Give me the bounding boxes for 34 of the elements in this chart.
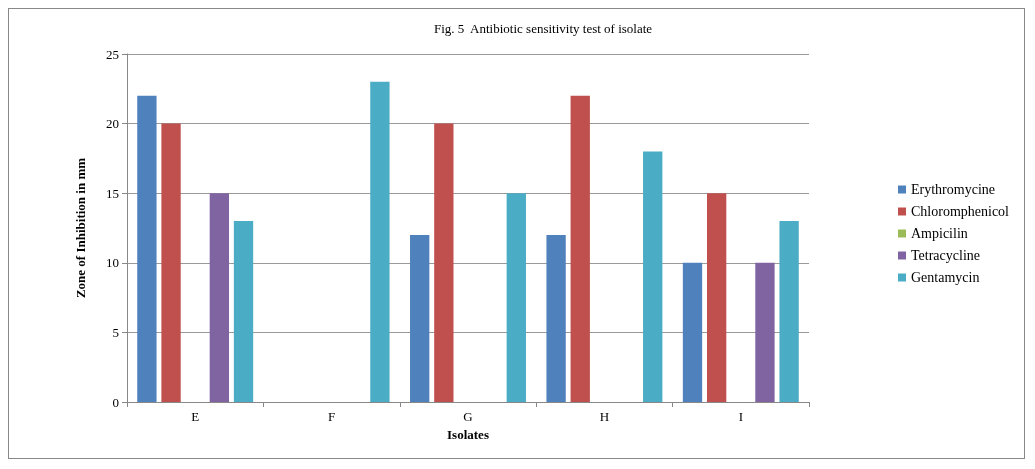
- bar: [506, 193, 526, 402]
- chart-title: Fig. 5 Antibiotic sensitivity test of isolate: [434, 21, 653, 36]
- y-tick-label: 0: [112, 394, 119, 410]
- bar: [233, 221, 254, 402]
- legend-label: Tetracycline: [911, 248, 980, 263]
- y-axis-title: Zone of Inhibition in mm: [73, 157, 88, 299]
- bar: [434, 123, 454, 402]
- y-tick-label: 25: [106, 46, 119, 62]
- bar: [209, 193, 230, 402]
- bar: [570, 95, 590, 402]
- legend-label: Gentamycin: [911, 270, 980, 285]
- x-tick-label: E: [191, 409, 200, 424]
- bar: [370, 81, 390, 402]
- bar: [643, 151, 663, 402]
- bar: [779, 221, 799, 402]
- x-tick-label: G: [463, 409, 473, 424]
- x-tick-label: H: [599, 409, 610, 424]
- legend-label: Erythromycine: [911, 182, 995, 197]
- bar: [755, 262, 775, 402]
- bar: [137, 95, 157, 402]
- bar: [546, 234, 566, 402]
- x-tick-label: F: [327, 409, 336, 424]
- x-tick-label: I: [738, 409, 743, 424]
- bar: [410, 234, 430, 402]
- bar: [161, 123, 181, 402]
- legend-label: Ampicilin: [911, 226, 968, 241]
- y-tick-label: 5: [112, 324, 119, 340]
- y-tick-label: 10: [106, 255, 119, 271]
- bar: [706, 193, 727, 402]
- legend-label: Chloromphenicol: [911, 204, 1010, 219]
- x-axis-title: Isolates: [447, 426, 489, 442]
- y-tick-label: 20: [106, 116, 119, 132]
- y-tick-label: 15: [106, 185, 119, 201]
- bar: [682, 262, 703, 402]
